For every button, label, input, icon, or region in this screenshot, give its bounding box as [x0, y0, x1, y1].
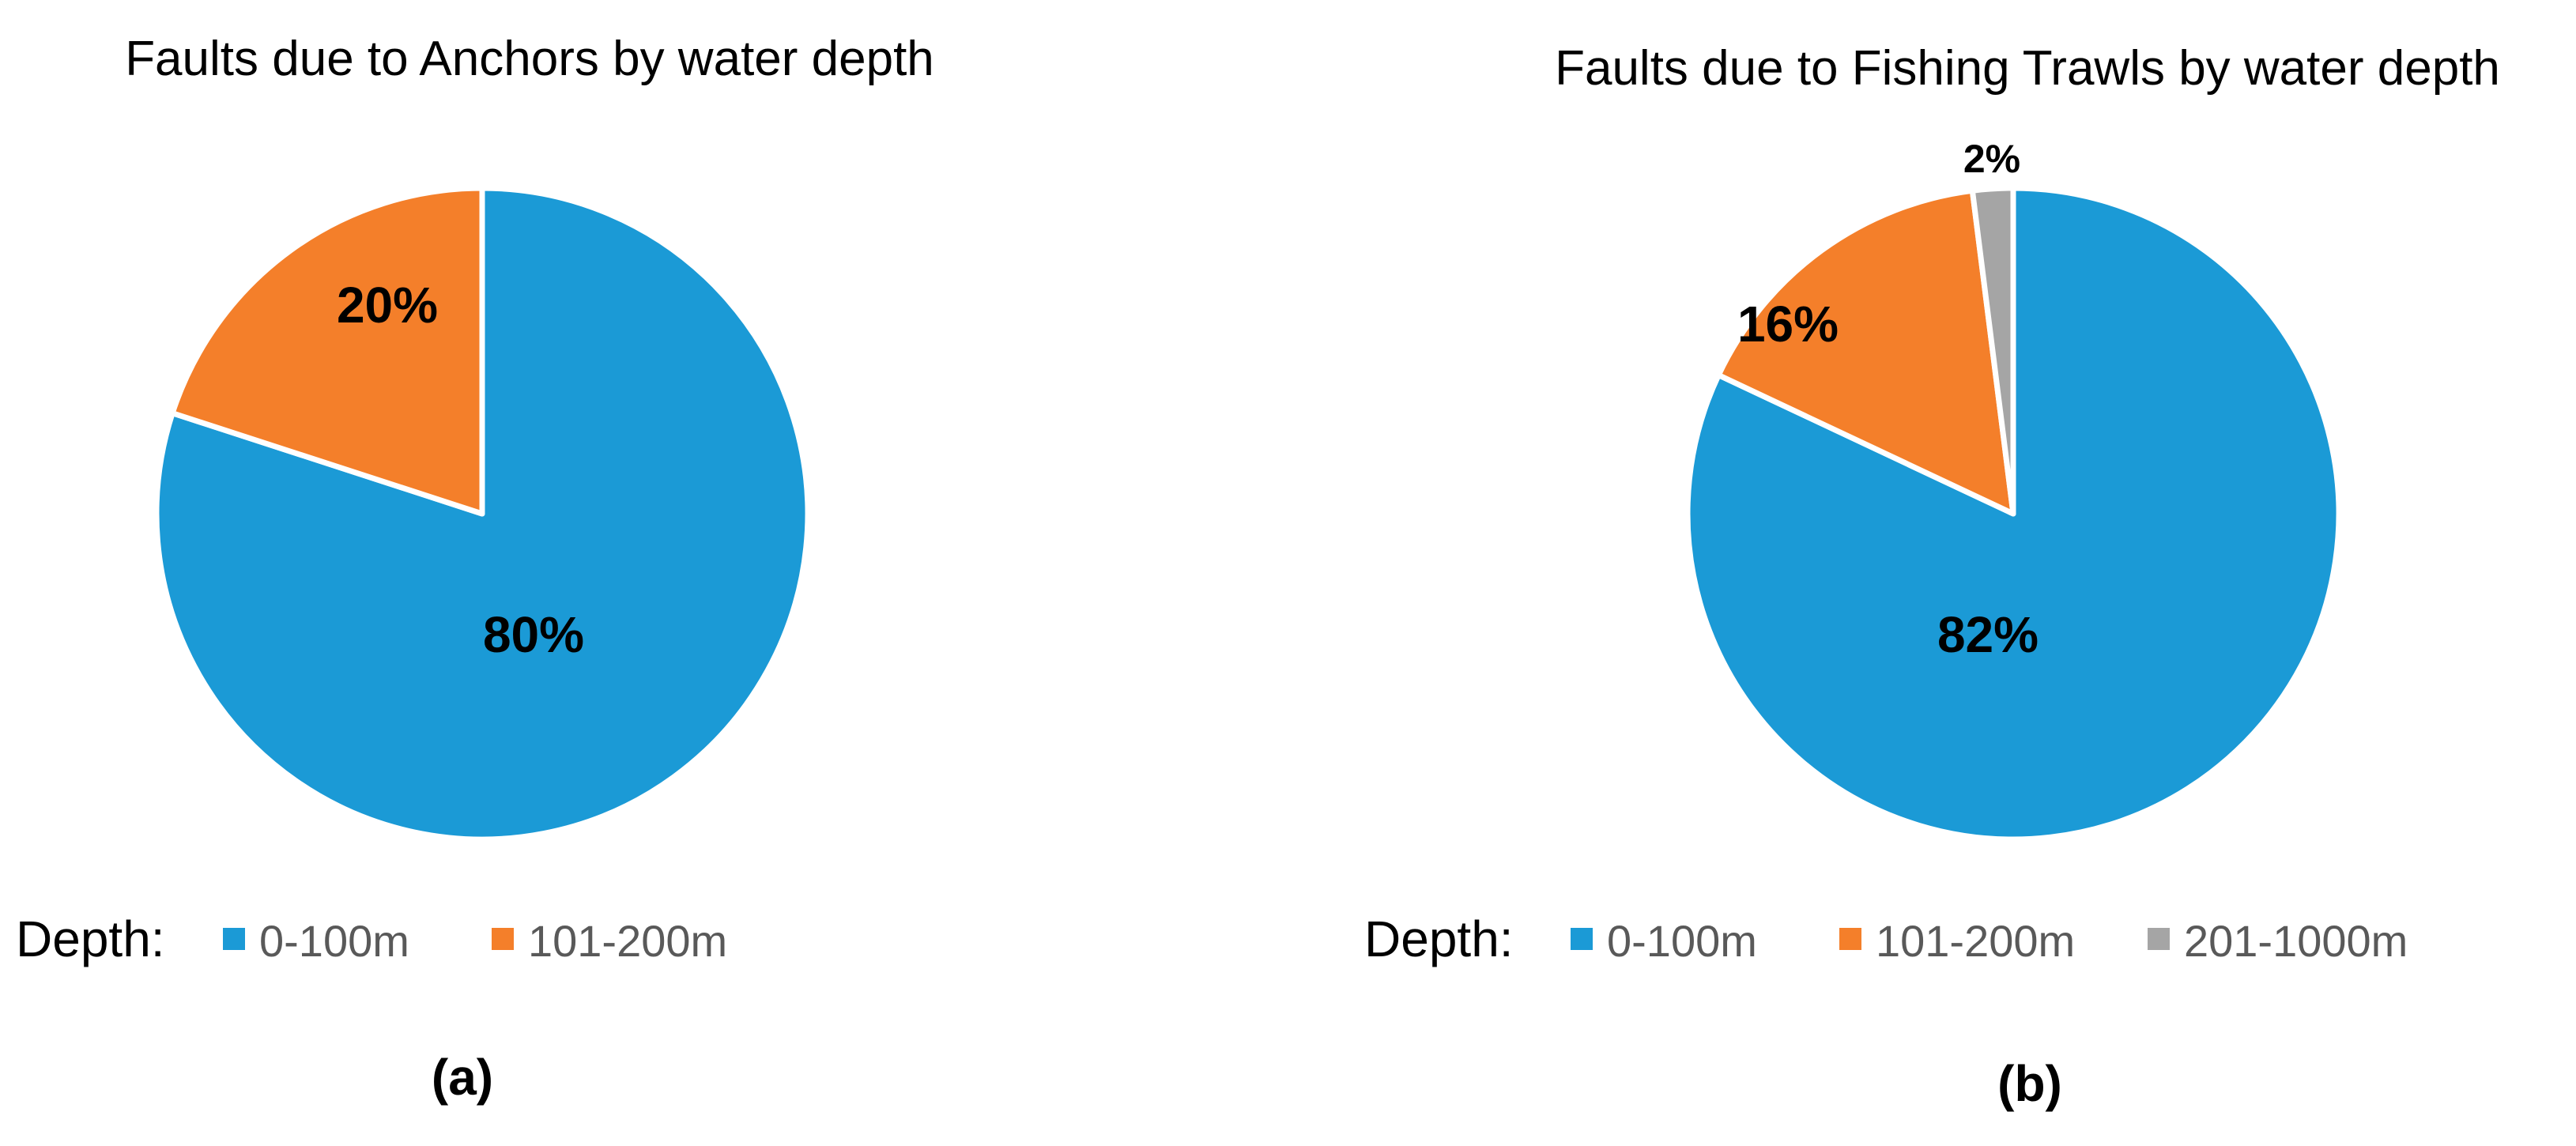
legend-swatch [492, 928, 514, 950]
slice-label-0-100m: 82% [1937, 606, 2039, 663]
legend-label: 0-100m [1607, 916, 1757, 966]
panel-label: (a) [432, 1049, 493, 1106]
pie-slice-101-200m [169, 185, 485, 517]
legend-items: 0-100m 101-200m [223, 916, 727, 966]
slice-labels: 80% 20% [337, 277, 584, 663]
chart-title: Faults due to Anchors by water depth [125, 32, 934, 86]
legend-label: 101-200m [528, 916, 727, 966]
legend-label: 201-1000m [2184, 916, 2408, 966]
legend-swatch [1839, 928, 1861, 950]
legend-item-101-200m: 101-200m [1839, 916, 2075, 966]
legend-label: 101-200m [1876, 916, 2075, 966]
legend-title: Depth: [16, 910, 165, 967]
legend-item-101-200m: 101-200m [492, 916, 727, 966]
slice-labels: 82% 16% 2% [1737, 137, 2039, 663]
slice-label-0-100m: 80% [483, 606, 584, 663]
chart-title: Faults due to Fishing Trawls by water de… [1555, 41, 2500, 96]
slice-label-201-1000m: 2% [1963, 137, 2020, 181]
legend-swatch [2148, 928, 2170, 950]
pie-slice-201-1000m [1969, 185, 2016, 517]
legend-swatch [1571, 928, 1593, 950]
legend-items: 0-100m 101-200m 201-1000m [1571, 916, 2408, 966]
legend-item-0-100m: 0-100m [223, 916, 409, 966]
pie-slice-101-200m [1715, 187, 2016, 517]
legend-label: 0-100m [259, 916, 409, 966]
slice-label-101-200m: 16% [1737, 296, 1839, 352]
panel-label: (b) [1997, 1055, 2062, 1112]
legend-item-201-1000m: 201-1000m [2148, 916, 2408, 966]
legend-item-0-100m: 0-100m [1571, 916, 1757, 966]
pie-slices [1684, 185, 2342, 843]
legend: Depth: 0-100m 101-200m 201-1000m [1364, 910, 2408, 967]
pie-chart-fishing-trawls: Faults due to Fishing Trawls by water de… [1364, 41, 2500, 1112]
slice-label-101-200m: 20% [337, 277, 438, 334]
pie-slices [153, 185, 811, 843]
legend-swatch [223, 928, 245, 950]
legend: Depth: 0-100m 101-200m [16, 910, 727, 967]
legend-title: Depth: [1364, 910, 1514, 967]
pie-chart-anchors: Faults due to Anchors by water depth 80%… [16, 32, 934, 1106]
